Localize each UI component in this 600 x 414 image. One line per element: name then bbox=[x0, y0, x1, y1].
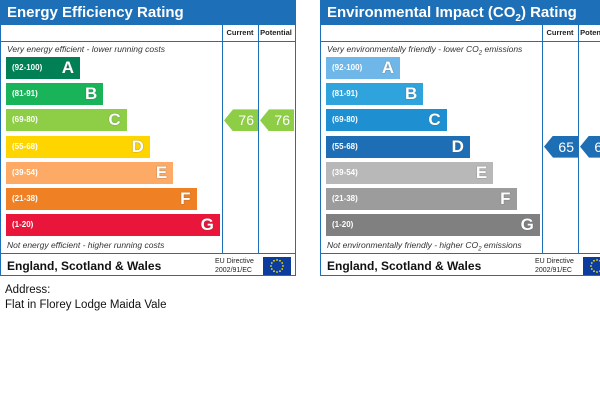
energy-bottom-note: Not energy efficient - higher running co… bbox=[7, 240, 165, 250]
env-header-rule bbox=[321, 41, 600, 42]
band-letter: D bbox=[451, 136, 464, 156]
address-value: Flat in Florey Lodge Maida Vale bbox=[5, 299, 167, 311]
potential-rating-arrow: 76 bbox=[260, 109, 294, 132]
energy-directive: EU Directive 2002/91/EC bbox=[215, 257, 254, 275]
energy-efficiency-chart: Energy Efficiency Rating Current Potenti… bbox=[0, 0, 296, 276]
env-top-note-sub: 2 bbox=[478, 50, 483, 57]
band-letter: F bbox=[500, 189, 511, 208]
env-title-suffix: ) Rating bbox=[520, 4, 577, 21]
band-letter: B bbox=[405, 84, 418, 104]
band-c: (69-80) C bbox=[326, 109, 447, 132]
env-top-note: Very environmentally friendly - lower CO… bbox=[327, 44, 522, 57]
band-range: (81-91) bbox=[12, 89, 38, 99]
band-range: (39-54) bbox=[332, 167, 358, 177]
address-block: Address: Flat in Florey Lodge Maida Vale bbox=[5, 283, 167, 313]
band-letter: D bbox=[131, 136, 144, 156]
current-rating-arrow: 76 bbox=[224, 109, 258, 132]
band-g: (1-20) G bbox=[326, 214, 540, 237]
band-letter: B bbox=[85, 84, 98, 104]
env-divider-potential bbox=[578, 25, 579, 253]
band-letter: C bbox=[108, 110, 121, 130]
eu-flag-icon bbox=[583, 257, 600, 275]
band-range: (81-91) bbox=[332, 89, 358, 99]
band-letter: A bbox=[61, 58, 74, 77]
env-top-note-suffix: emissions bbox=[482, 44, 523, 54]
band-f: (21-38) F bbox=[326, 188, 517, 210]
env-directive: EU Directive 2002/91/EC bbox=[535, 257, 574, 275]
potential-rating-arrow: 65 bbox=[580, 135, 600, 158]
env-chart-title: Environmental Impact (CO2) Rating bbox=[321, 1, 600, 25]
energy-directive-line1: EU Directive bbox=[215, 258, 254, 265]
band-letter: C bbox=[428, 110, 441, 130]
env-bottom-note-sub: 2 bbox=[478, 246, 482, 253]
band-range: (1-20) bbox=[12, 220, 34, 230]
energy-directive-line2: 2002/91/EC bbox=[215, 267, 252, 274]
band-range: (69-80) bbox=[12, 115, 38, 125]
band-e: (39-54) E bbox=[6, 161, 174, 184]
band-letter: E bbox=[475, 162, 488, 182]
env-directive-line1: EU Directive bbox=[535, 258, 574, 265]
band-range: (92-100) bbox=[332, 63, 363, 72]
energy-header-rule bbox=[1, 41, 295, 42]
eu-flag-icon bbox=[263, 257, 291, 275]
energy-top-note: Very energy efficient - lower running co… bbox=[7, 44, 165, 54]
band-range: (55-68) bbox=[332, 141, 358, 151]
band-a: (92-100) A bbox=[326, 57, 400, 79]
env-current-header: Current bbox=[546, 28, 574, 37]
env-directive-line2: 2002/91/EC bbox=[535, 267, 572, 274]
band-letter: F bbox=[180, 189, 191, 208]
environmental-impact-chart: Environmental Impact (CO2) Rating Curren… bbox=[320, 0, 600, 276]
env-bottom-note-suffix: emissions bbox=[481, 240, 522, 250]
energy-divider-potential bbox=[258, 25, 259, 253]
env-title-prefix: Environmental Impact (CO bbox=[327, 4, 516, 21]
energy-current-header: Current bbox=[226, 28, 254, 37]
energy-footer-rule bbox=[1, 253, 295, 254]
band-letter: E bbox=[155, 162, 168, 182]
energy-chart-title: Energy Efficiency Rating bbox=[1, 1, 295, 25]
env-country: England, Scotland & Wales bbox=[327, 259, 482, 273]
band-range: (1-20) bbox=[332, 220, 354, 230]
band-b: (81-91) B bbox=[6, 83, 104, 106]
band-letter: G bbox=[200, 215, 214, 235]
band-a: (92-100) A bbox=[6, 57, 80, 79]
band-g: (1-20) G bbox=[6, 214, 220, 237]
band-range: (69-80) bbox=[332, 115, 358, 125]
env-footer-rule bbox=[321, 253, 600, 254]
energy-country: England, Scotland & Wales bbox=[7, 259, 162, 273]
band-e: (39-54) E bbox=[326, 161, 494, 184]
address-label: Address: bbox=[5, 284, 51, 296]
env-top-note-prefix: Very environmentally friendly - lower CO bbox=[327, 44, 479, 54]
env-bottom-note-prefix: Not environmentally friendly - higher CO bbox=[327, 240, 479, 250]
band-f: (21-38) F bbox=[6, 188, 197, 210]
band-letter: G bbox=[520, 215, 534, 235]
band-range: (21-38) bbox=[332, 194, 358, 203]
band-range: (39-54) bbox=[12, 167, 38, 177]
band-range: (21-38) bbox=[12, 194, 38, 203]
band-d: (55-68) D bbox=[326, 135, 470, 158]
energy-potential-header: Potential bbox=[260, 28, 292, 37]
env-bottom-note: Not environmentally friendly - higher CO… bbox=[327, 240, 522, 253]
band-c: (69-80) C bbox=[6, 109, 127, 132]
band-range: (55-68) bbox=[12, 141, 38, 151]
env-divider-current bbox=[542, 25, 543, 253]
band-b: (81-91) B bbox=[326, 83, 424, 106]
env-potential-header: Potential bbox=[580, 28, 600, 37]
current-rating-arrow: 65 bbox=[544, 135, 578, 158]
band-letter: A bbox=[381, 58, 394, 77]
band-d: (55-68) D bbox=[6, 135, 150, 158]
band-range: (92-100) bbox=[12, 63, 43, 72]
energy-divider-current bbox=[222, 25, 223, 253]
env-title-sub: 2 bbox=[515, 13, 521, 24]
